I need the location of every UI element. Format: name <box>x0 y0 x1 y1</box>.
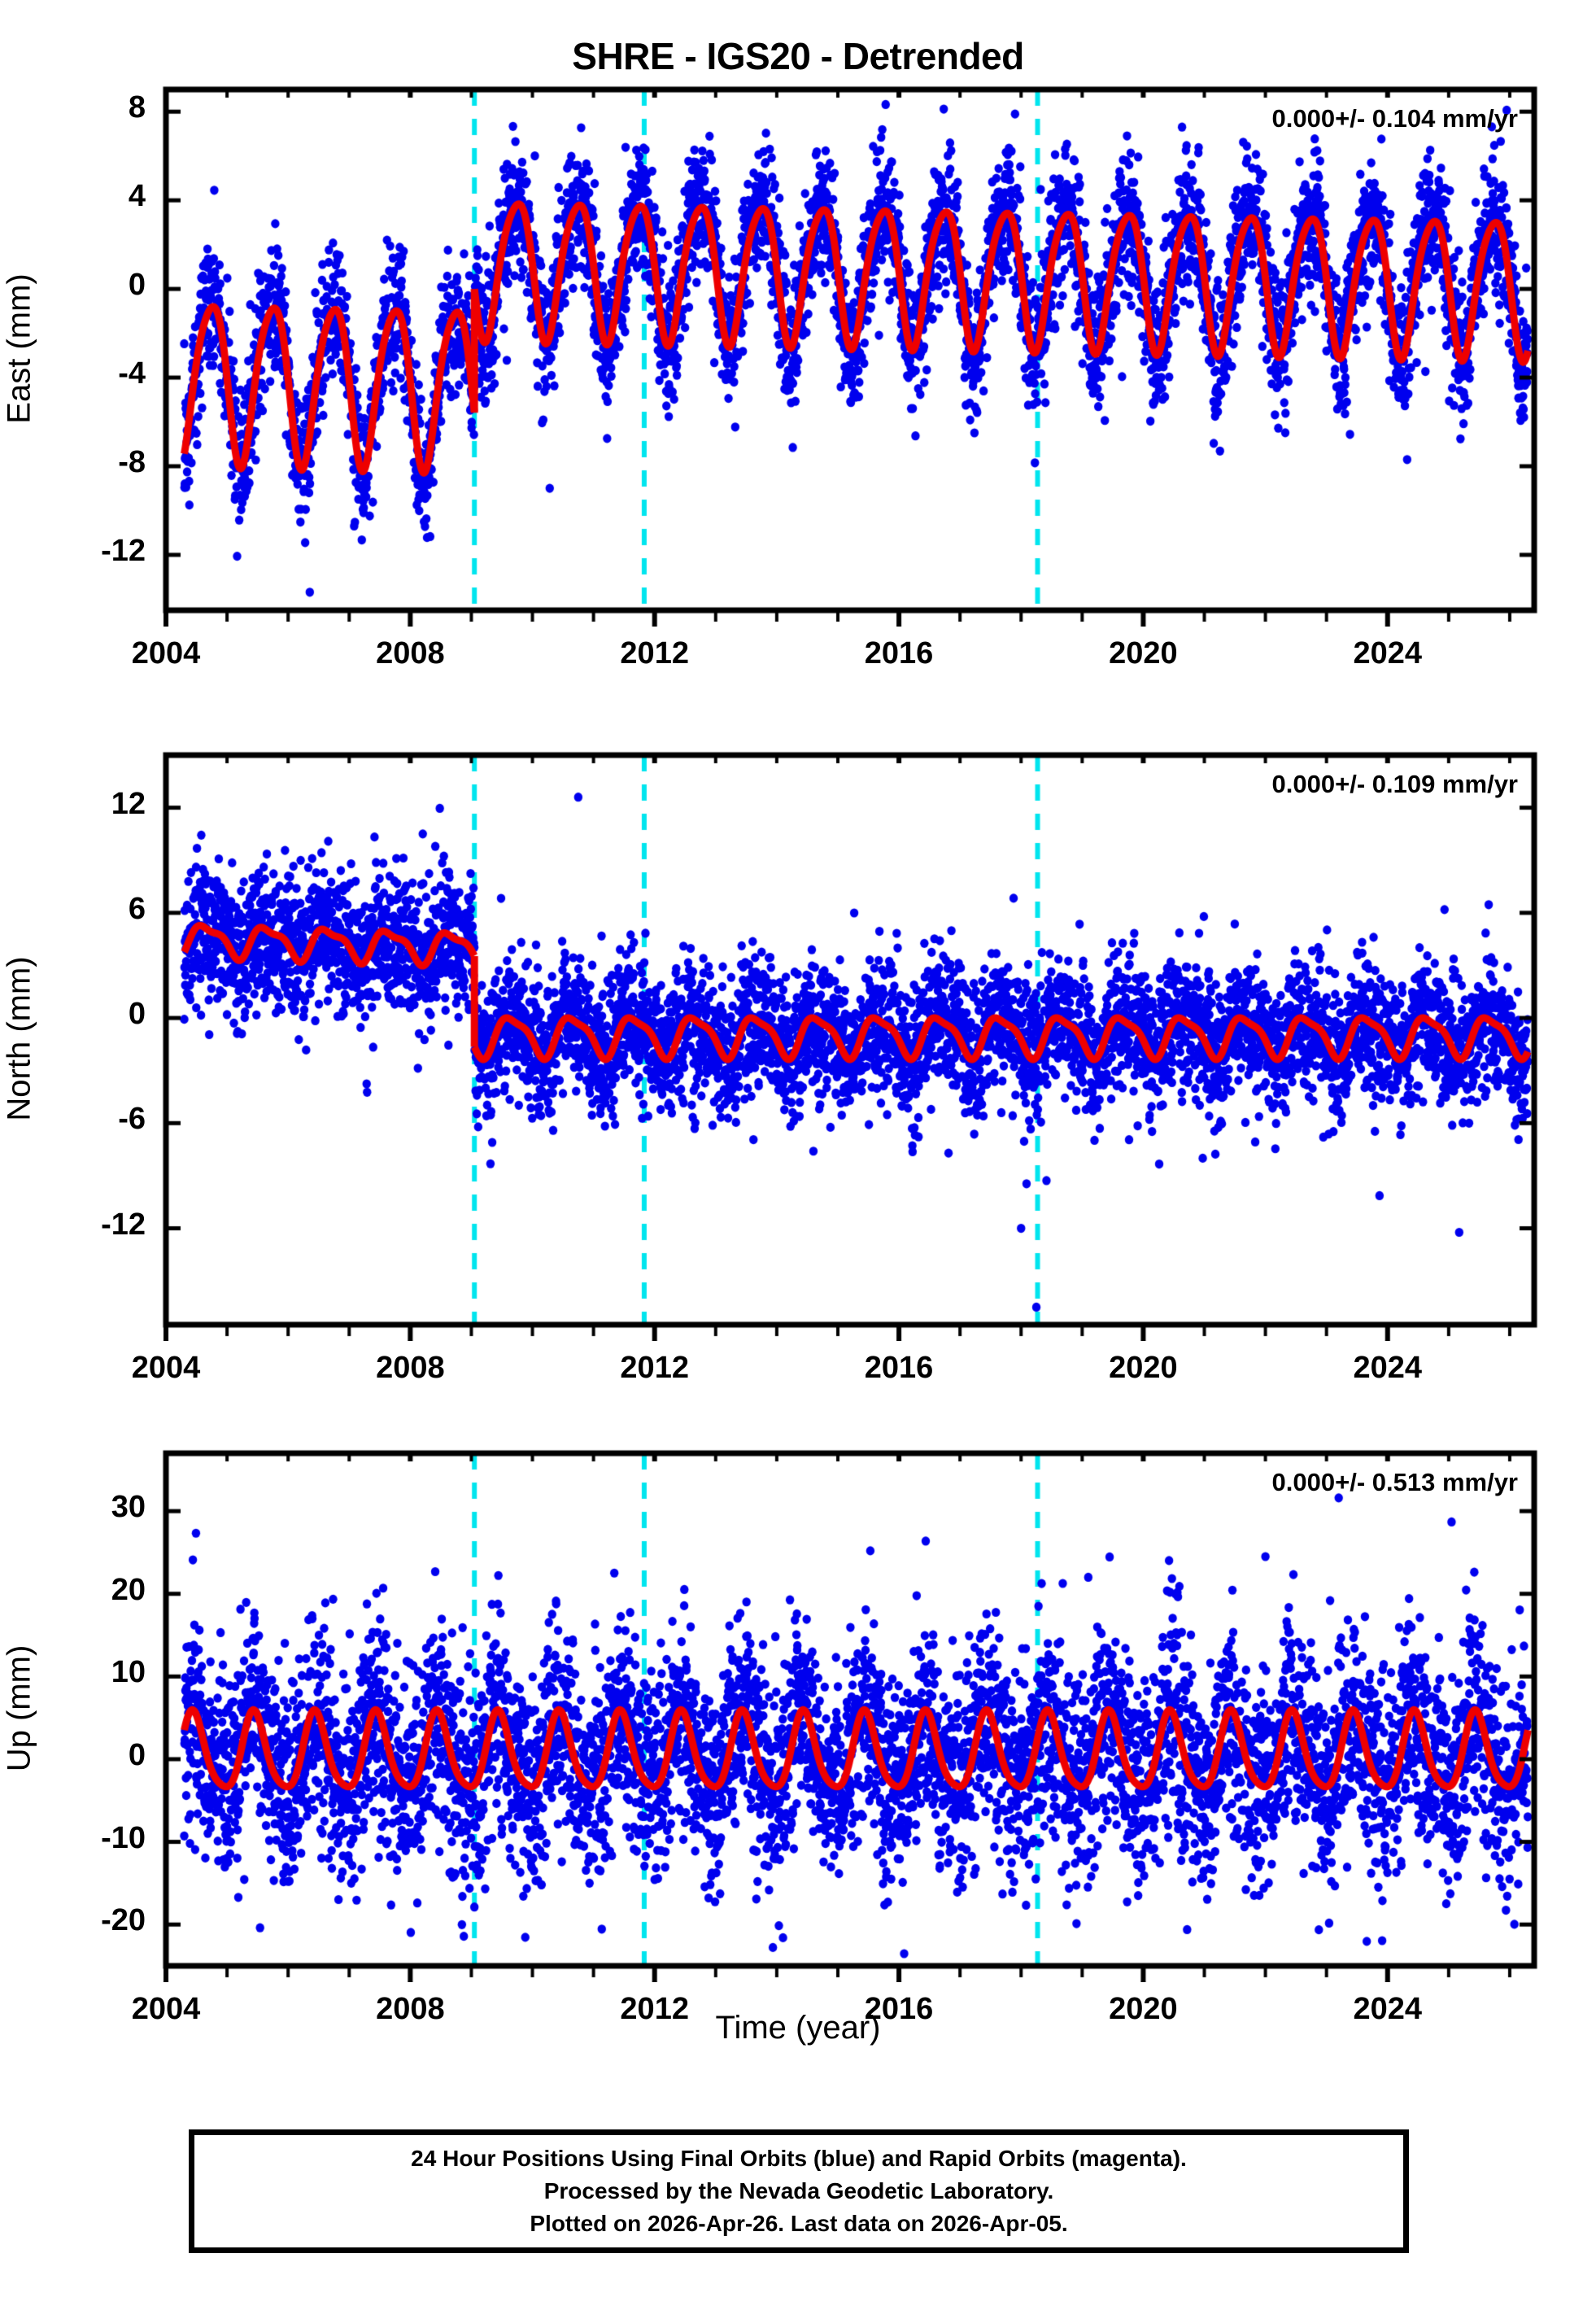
x-tick-label: 2016 <box>864 636 934 670</box>
y-tick-label: -6 <box>118 1102 146 1137</box>
y-tick-label: 6 <box>128 891 146 926</box>
x-tick-label: 2012 <box>620 1351 689 1385</box>
y-tick-label: 12 <box>111 786 146 821</box>
y-tick-label: 20 <box>111 1572 146 1607</box>
y-tick-label: -20 <box>101 1903 146 1938</box>
x-tick-label: 2020 <box>1109 1351 1178 1385</box>
y-tick-label: 8 <box>128 90 146 125</box>
x-tick-label: 2016 <box>864 1351 934 1385</box>
caption-line-1: 24 Hour Positions Using Final Orbits (bl… <box>411 2146 1187 2172</box>
x-tick-label: 2024 <box>1353 636 1423 670</box>
caption-line-2: Processed by the Nevada Geodetic Laborat… <box>543 2178 1054 2204</box>
y-tick-label: 0 <box>128 268 146 303</box>
x-tick-label: 2008 <box>376 1351 445 1385</box>
plot-canvas-north <box>150 739 1550 1341</box>
x-axis-label: Time (year) <box>715 2010 881 2046</box>
y-tick-label: 0 <box>128 1737 146 1772</box>
y-axis-label-up: Up (mm) <box>1 1644 37 1772</box>
caption-box: 24 Hour Positions Using Final Orbits (bl… <box>189 2129 1409 2253</box>
plot-canvas-east <box>150 73 1550 627</box>
x-tick-label: 2020 <box>1109 636 1178 670</box>
y-tick-label: 0 <box>128 997 146 1032</box>
rate-annotation-east: 0.000+/- 0.104 mm/yr <box>1271 104 1518 133</box>
y-tick-label: -4 <box>118 356 146 391</box>
y-tick-label: 30 <box>111 1490 146 1525</box>
x-tick-label: 2024 <box>1353 1351 1423 1385</box>
x-tick-label: 2004 <box>131 636 201 670</box>
page-title: SHRE - IGS20 - Detrended <box>572 35 1024 77</box>
rate-annotation-north: 0.000+/- 0.109 mm/yr <box>1271 770 1518 798</box>
y-axis-label-east: East (mm) <box>1 273 37 424</box>
rate-annotation-up: 0.000+/- 0.513 mm/yr <box>1271 1468 1518 1496</box>
y-tick-label: -12 <box>101 533 146 568</box>
caption-line-3: Plotted on 2026-Apr-26. Last data on 202… <box>530 2210 1068 2236</box>
y-tick-label: 4 <box>128 179 146 214</box>
y-tick-label: -8 <box>118 444 146 479</box>
x-tick-label: 2004 <box>131 1351 201 1385</box>
y-tick-label: -10 <box>101 1820 146 1855</box>
x-tick-label: 2008 <box>376 636 445 670</box>
y-tick-label: 10 <box>111 1655 146 1690</box>
y-tick-label: -12 <box>101 1207 146 1242</box>
y-axis-label-north: North (mm) <box>1 956 37 1121</box>
x-tick-label: 2012 <box>620 636 689 670</box>
plot-canvas-up <box>150 1437 1550 1982</box>
